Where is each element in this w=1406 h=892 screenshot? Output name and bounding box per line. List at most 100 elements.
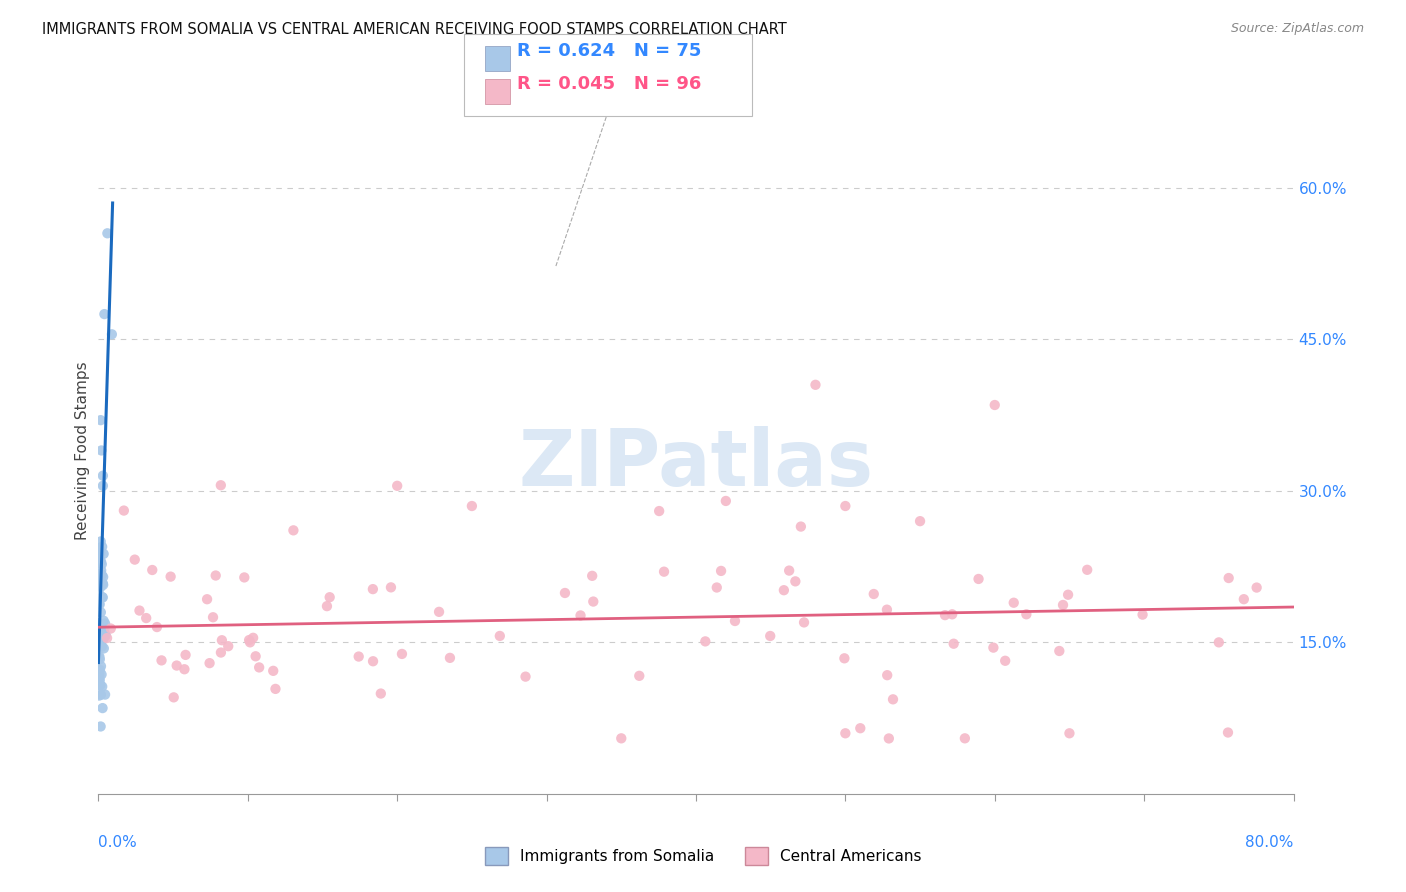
Point	[89, 624, 111, 639]
Point	[773, 583, 796, 598]
Point	[1057, 588, 1080, 602]
Point	[90, 558, 112, 572]
Text: 80.0%: 80.0%	[1246, 835, 1294, 850]
Point	[370, 687, 392, 701]
Point	[908, 514, 931, 528]
Point	[380, 580, 402, 594]
Point	[87, 548, 110, 562]
Point	[163, 690, 186, 705]
Point	[198, 656, 221, 670]
Point	[89, 566, 111, 581]
Point	[610, 731, 633, 746]
Point	[91, 632, 114, 647]
Point	[90, 580, 112, 594]
Point	[87, 541, 110, 556]
Point	[89, 663, 111, 677]
Point	[91, 576, 114, 591]
Point	[983, 640, 1005, 655]
Point	[89, 550, 111, 565]
Point	[93, 547, 115, 561]
Point	[942, 637, 965, 651]
Point	[90, 632, 112, 647]
Point	[361, 582, 384, 596]
Point	[347, 649, 370, 664]
Y-axis label: Receiving Food Stamps: Receiving Food Stamps	[75, 361, 90, 540]
Legend: Immigrants from Somalia, Central Americans: Immigrants from Somalia, Central America…	[478, 841, 928, 871]
Point	[695, 634, 717, 648]
Point	[96, 631, 118, 645]
Text: Source: ZipAtlas.com: Source: ZipAtlas.com	[1230, 22, 1364, 36]
Point	[91, 570, 114, 584]
Point	[515, 670, 537, 684]
Point	[90, 667, 112, 681]
Point	[569, 608, 592, 623]
Point	[100, 622, 122, 636]
Point	[89, 678, 111, 692]
Point	[793, 615, 815, 630]
Point	[90, 568, 112, 582]
Point	[1052, 598, 1074, 612]
Point	[1047, 644, 1070, 658]
Point	[128, 603, 150, 617]
Point	[581, 569, 603, 583]
Point	[89, 689, 111, 703]
Point	[790, 519, 813, 533]
Point	[89, 673, 111, 688]
Text: 0.0%: 0.0%	[98, 835, 138, 850]
Point	[90, 554, 112, 568]
Point	[150, 653, 173, 667]
Point	[834, 726, 856, 740]
Point	[90, 719, 112, 733]
Point	[778, 564, 800, 578]
Point	[90, 576, 112, 591]
Point	[90, 563, 112, 577]
Text: R = 0.045   N = 96: R = 0.045 N = 96	[517, 75, 702, 93]
Point	[862, 587, 884, 601]
Point	[91, 578, 114, 592]
Point	[89, 677, 111, 691]
Point	[316, 599, 339, 614]
Point	[488, 629, 510, 643]
Text: ZIPatlas: ZIPatlas	[519, 426, 873, 502]
Point	[173, 662, 195, 676]
Point	[89, 671, 111, 685]
Point	[89, 624, 111, 638]
Point	[934, 608, 956, 623]
Point	[90, 413, 112, 427]
Point	[87, 585, 110, 599]
Point	[87, 635, 110, 649]
Point	[385, 479, 409, 493]
Point	[91, 680, 114, 694]
Point	[91, 640, 114, 654]
Point	[941, 607, 963, 622]
Point	[89, 667, 111, 681]
Point	[876, 668, 898, 682]
Point	[141, 563, 163, 577]
Point	[1132, 607, 1154, 622]
Point	[648, 504, 671, 518]
Point	[89, 622, 111, 636]
Point	[1218, 571, 1240, 585]
Point	[89, 652, 111, 666]
Point	[361, 654, 384, 668]
Point	[89, 546, 111, 560]
Point	[652, 565, 675, 579]
Point	[93, 626, 115, 640]
Point	[785, 574, 807, 589]
Point	[90, 443, 112, 458]
Point	[714, 494, 737, 508]
Point	[217, 639, 239, 653]
Point	[759, 629, 782, 643]
Point	[90, 631, 112, 645]
Point	[89, 627, 111, 641]
Point	[94, 628, 117, 642]
Point	[1246, 581, 1268, 595]
Point	[245, 649, 267, 664]
Point	[994, 654, 1017, 668]
Point	[582, 594, 605, 608]
Point	[87, 596, 110, 610]
Point	[93, 614, 115, 628]
Point	[87, 615, 110, 630]
Point	[628, 669, 651, 683]
Point	[89, 541, 111, 556]
